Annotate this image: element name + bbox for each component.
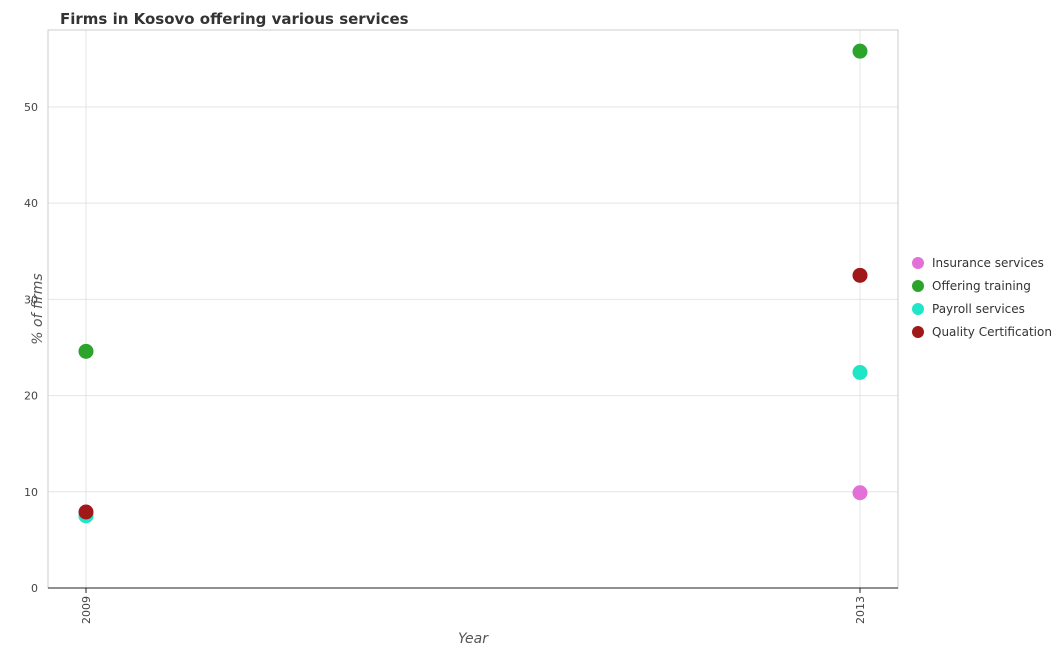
x-tick-labels: 2009 2013 xyxy=(80,588,867,624)
legend-label: Quality Certification xyxy=(932,325,1052,339)
y-tick-label: 40 xyxy=(24,197,38,210)
data-points xyxy=(78,43,868,524)
y-tick-label: 20 xyxy=(24,390,38,403)
x-axis-label: Year xyxy=(458,631,489,647)
legend-marker xyxy=(912,303,924,315)
y-tick-label: 30 xyxy=(24,293,38,306)
legend-label: Insurance services xyxy=(932,256,1044,270)
y-tick-label: 0 xyxy=(31,582,38,595)
legend-marker xyxy=(912,257,924,269)
axes xyxy=(47,29,899,589)
y-tick-label: 50 xyxy=(24,101,38,114)
x-tick-label: 2009 xyxy=(80,596,93,624)
grid-lines xyxy=(48,30,898,589)
data-point xyxy=(852,364,868,380)
legend-marker xyxy=(912,326,924,338)
data-point xyxy=(852,43,868,59)
y-tick-label: 10 xyxy=(24,486,38,499)
y-axis-label: % of firms xyxy=(30,273,46,344)
legend-label: Offering training xyxy=(932,279,1031,293)
chart-title: Firms in Kosovo offering various service… xyxy=(60,10,409,28)
plot-border xyxy=(47,29,899,589)
legend: Insurance services Offering training Payro… xyxy=(912,256,1052,339)
data-point xyxy=(852,485,868,501)
legend-marker xyxy=(912,280,924,292)
data-point xyxy=(852,267,868,283)
x-tick-label: 2013 xyxy=(854,596,867,624)
legend-label: Payroll services xyxy=(932,302,1025,316)
y-tick-labels: 0 10 20 30 40 50 xyxy=(24,101,38,595)
data-point xyxy=(78,343,94,359)
data-point xyxy=(78,504,94,520)
